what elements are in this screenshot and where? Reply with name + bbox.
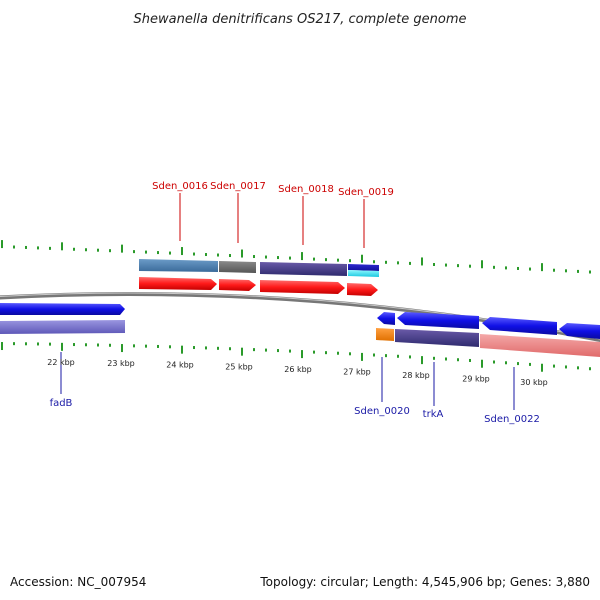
- gene-arrow-sden-0016: [139, 277, 217, 290]
- kbp-tick-labels: 22 kbp 23 kbp 24 kbp 25 kbp 26 kbp 27 kbp 28 k…: [47, 358, 548, 387]
- kbp-tick-label: 23 kbp: [107, 359, 135, 368]
- map-title: Shewanella denitrificans OS217, complete…: [134, 12, 467, 27]
- gene-arrow-sden-0019: [347, 283, 378, 296]
- feature-bar-pink: [480, 334, 600, 357]
- reverse-feature-bars: [0, 320, 600, 357]
- feature-bar-indigo: [260, 262, 347, 276]
- reverse-gene-labels: fadB Sden_0020 trkA Sden_0022: [50, 352, 540, 425]
- genome-backbone: [0, 291, 600, 343]
- gene-label-sden-0022[interactable]: Sden_0022: [484, 414, 540, 425]
- kbp-tick-label: 26 kbp: [284, 365, 312, 374]
- gene-label-sden-0020[interactable]: Sden_0020: [354, 406, 410, 417]
- kbp-tick-label: 29 kbp: [462, 374, 490, 383]
- feature-bar-cyan: [348, 270, 379, 277]
- feature-bar-lavender: [0, 320, 125, 334]
- gene-label-fadb[interactable]: fadB: [50, 398, 73, 409]
- feature-bar-gray: [219, 261, 256, 273]
- gene-label-sden-0017[interactable]: Sden_0017: [210, 181, 266, 192]
- kbp-tick-label: 25 kbp: [225, 363, 253, 372]
- tick-row-inner: [1, 342, 591, 372]
- gene-arrow-fadb: [0, 303, 125, 315]
- genome-summary: Topology: circular; Length: 4,545,906 bp…: [259, 575, 590, 589]
- gene-arrow-sden-0020: [377, 312, 395, 325]
- gene-label-sden-0019[interactable]: Sden_0019: [338, 187, 394, 198]
- accession-label: Accession: NC_007954: [10, 575, 146, 589]
- gene-arrow-sden-0018: [260, 280, 345, 294]
- kbp-tick-label: 22 kbp: [47, 358, 75, 367]
- forward-feature-bars: [139, 259, 379, 277]
- gene-arrow-trka: [397, 312, 479, 329]
- feature-bar-steel: [139, 259, 218, 272]
- feature-bar-indigo-rev: [395, 329, 479, 347]
- gene-arrow-sden-0022: [482, 317, 557, 335]
- tick-row-outer: [1, 240, 591, 274]
- kbp-tick-label: 28 kbp: [402, 371, 430, 380]
- gene-label-trka[interactable]: trkA: [423, 409, 444, 420]
- kbp-tick-label: 24 kbp: [166, 361, 194, 370]
- gene-arrow-sden-0017: [219, 279, 256, 291]
- forward-gene-labels: Sden_0016 Sden_0017 Sden_0018 Sden_0019: [152, 181, 394, 248]
- gene-arrow-sden-0023: [559, 323, 600, 339]
- feature-bar-blue-top: [348, 264, 379, 271]
- gene-label-sden-0016[interactable]: Sden_0016: [152, 181, 208, 192]
- forward-genes: [139, 277, 378, 296]
- feature-bar-orange: [376, 328, 394, 341]
- kbp-tick-label: 27 kbp: [343, 368, 371, 377]
- reverse-genes: [0, 303, 600, 339]
- kbp-tick-label: 30 kbp: [520, 378, 548, 387]
- gene-label-sden-0018[interactable]: Sden_0018: [278, 184, 334, 195]
